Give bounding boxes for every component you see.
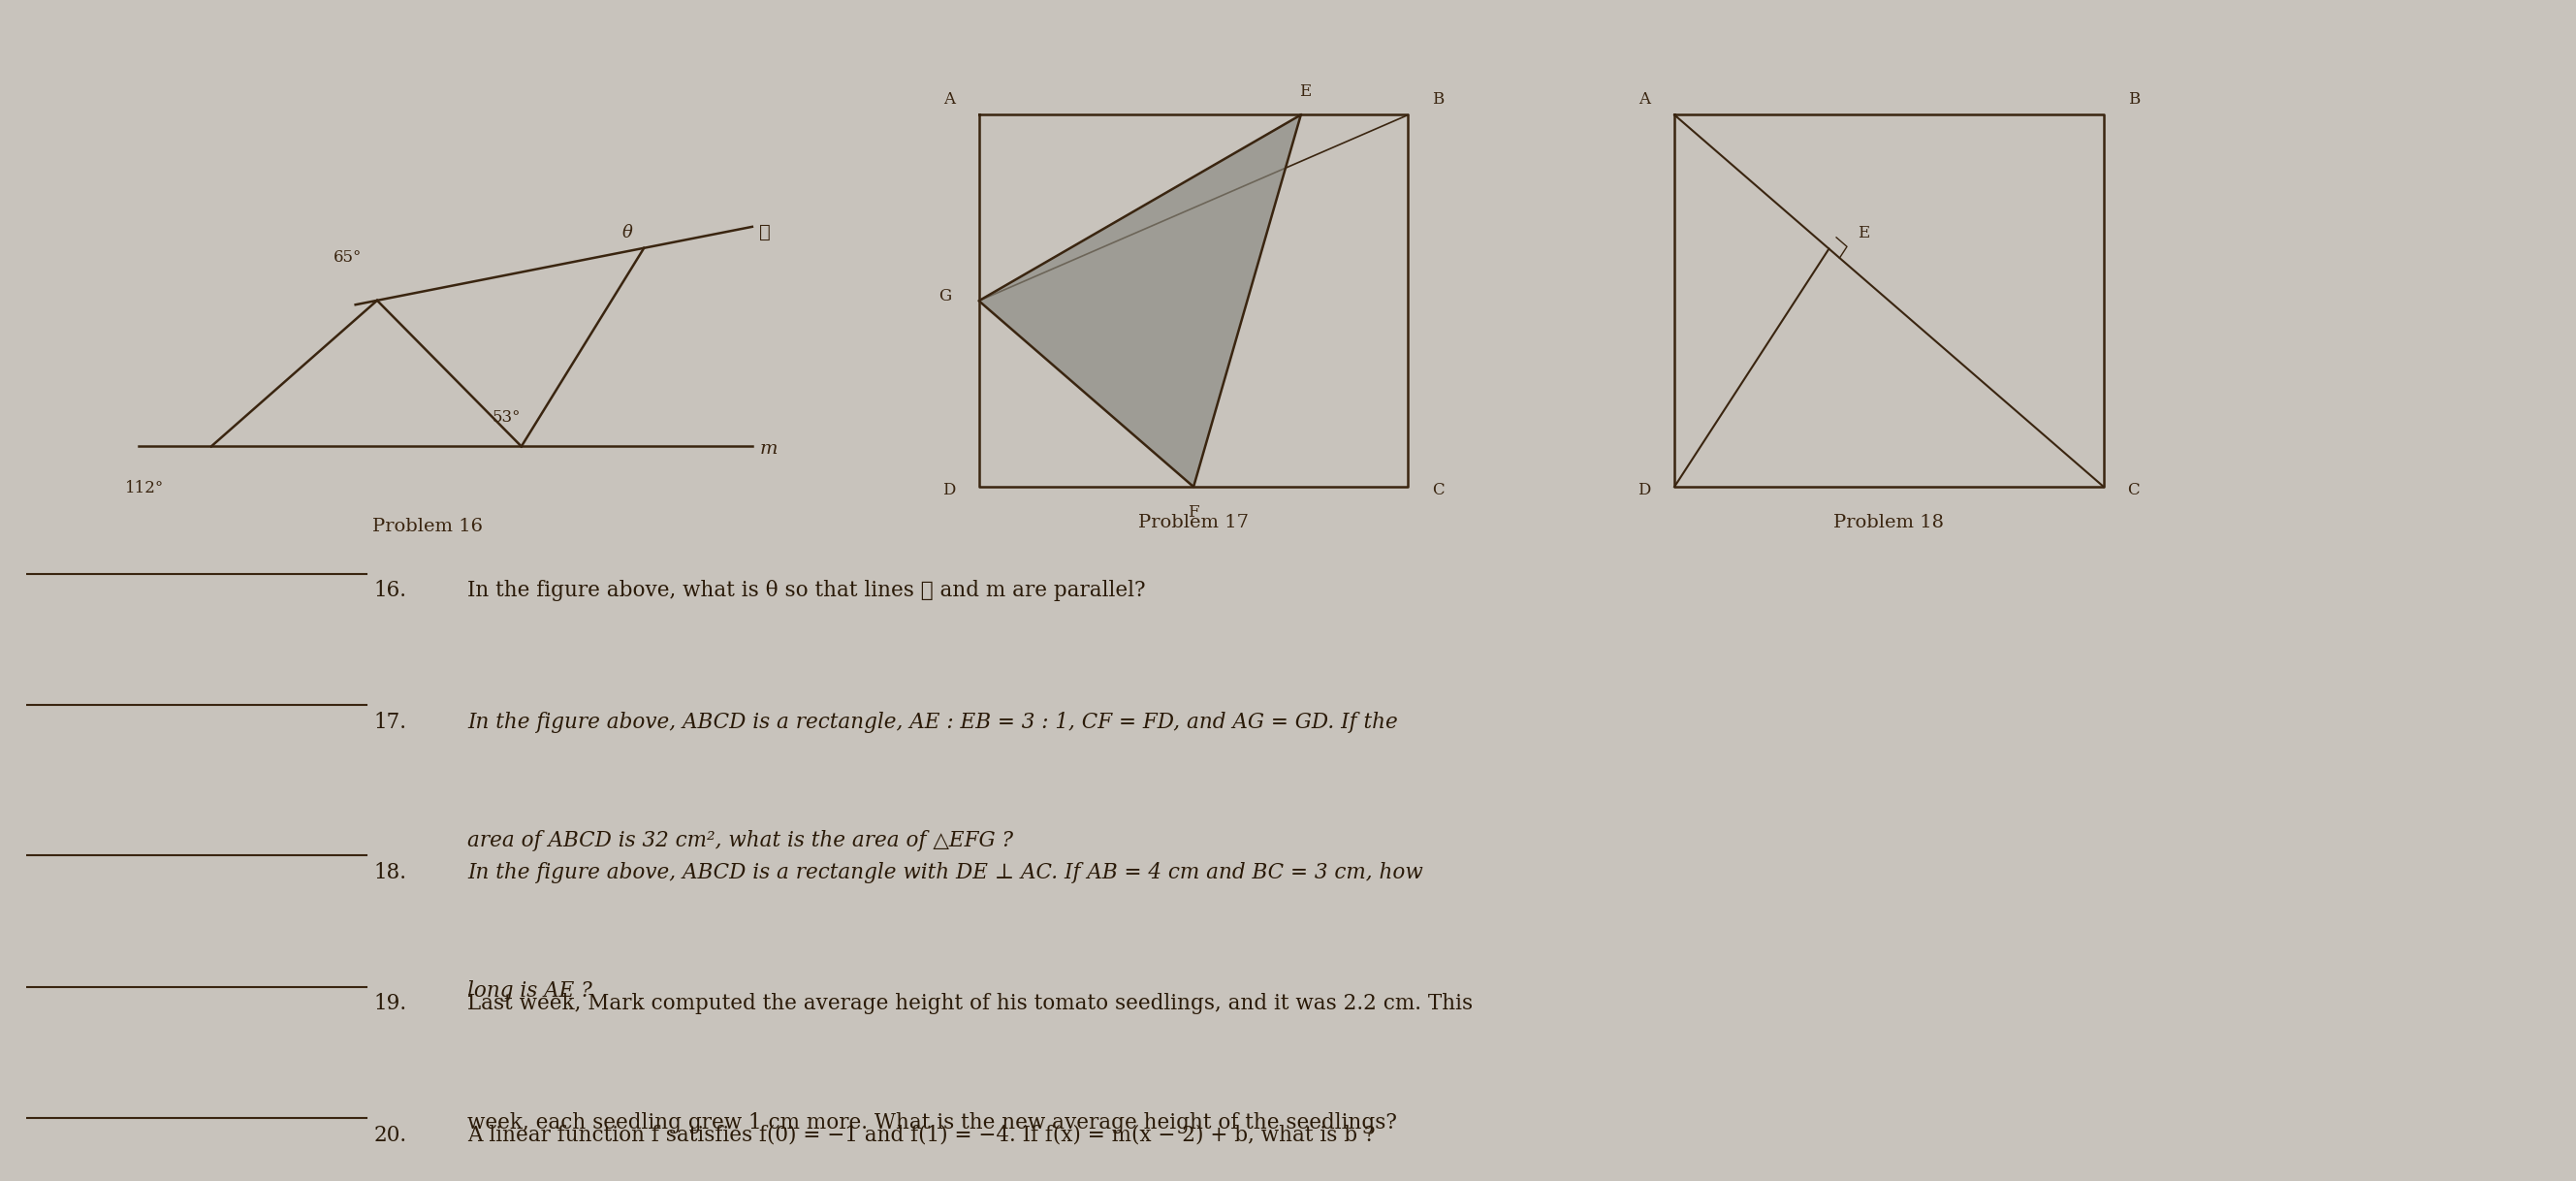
Text: G: G [938,288,951,305]
Text: Problem 18: Problem 18 [1834,514,1945,531]
Text: ℓ: ℓ [760,224,770,241]
Text: θ: θ [623,224,634,241]
Text: Problem 16: Problem 16 [374,518,482,535]
Text: 19.: 19. [374,993,407,1014]
Text: C: C [1432,482,1445,498]
Text: E: E [1857,226,1870,241]
Text: 20.: 20. [374,1124,407,1146]
Text: A: A [1638,91,1651,107]
Text: F: F [1188,504,1200,521]
Polygon shape [979,115,1301,487]
Text: A linear function f satisfies f(0) = −1 and f(1) = −4. If f(x) = m(x − 2) + b, w: A linear function f satisfies f(0) = −1 … [466,1124,1376,1146]
Text: Problem 17: Problem 17 [1139,514,1249,531]
Text: 112°: 112° [124,479,165,496]
Text: In the figure above, ABCD is a rectangle, AE : EB = 3 : 1, CF = FD, and AG = GD.: In the figure above, ABCD is a rectangle… [466,711,1399,733]
Text: long is AE ?: long is AE ? [466,980,592,1001]
Text: 16.: 16. [374,580,407,601]
Text: 65°: 65° [335,249,363,266]
Text: In the figure above, ABCD is a rectangle with DE ⊥ AC. If AB = 4 cm and BC = 3 c: In the figure above, ABCD is a rectangle… [466,862,1425,883]
Text: m: m [760,441,778,457]
Text: 18.: 18. [374,862,407,883]
Text: C: C [2128,482,2141,498]
Text: E: E [1298,84,1311,100]
Text: D: D [1638,482,1651,498]
Text: D: D [943,482,956,498]
Text: Last week, Mark computed the average height of his tomato seedlings, and it was : Last week, Mark computed the average hei… [466,993,1473,1014]
Text: In the figure above, what is θ so that lines ℓ and m are parallel?: In the figure above, what is θ so that l… [466,580,1146,601]
Text: A: A [943,91,956,107]
Text: B: B [1432,91,1445,107]
Text: 17.: 17. [374,711,407,733]
Text: 53°: 53° [492,409,520,425]
Text: week, each seedling grew 1 cm more. What is the new average height of the seedli: week, each seedling grew 1 cm more. What… [466,1113,1396,1134]
Text: B: B [2128,91,2141,107]
Text: area of ABCD is 32 cm², what is the area of △EFG ?: area of ABCD is 32 cm², what is the area… [466,830,1012,852]
